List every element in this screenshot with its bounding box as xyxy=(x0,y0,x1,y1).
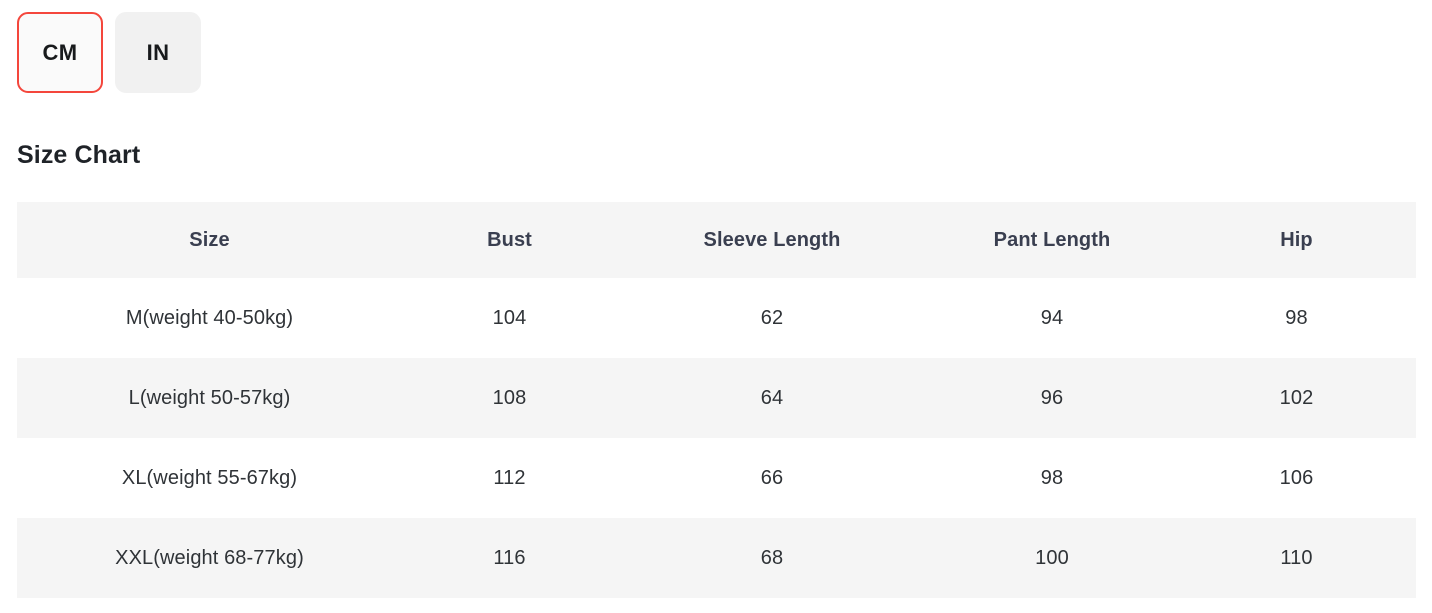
table-header: Size Bust Sleeve Length Pant Length Hip xyxy=(17,202,1416,278)
size-chart-table-wrapper: Size Bust Sleeve Length Pant Length Hip … xyxy=(17,202,1416,598)
cell-bust: 108 xyxy=(492,386,527,409)
cell-hip: 110 xyxy=(1280,546,1313,569)
column-header-bust: Bust xyxy=(487,228,532,251)
table-body: M(weight 40-50kg) 104 62 94 98 L(weight … xyxy=(17,278,1416,598)
cell-sleeve: 66 xyxy=(760,466,784,489)
cell-hip: 98 xyxy=(1285,306,1308,329)
cell-pant: 96 xyxy=(1040,386,1064,409)
table-header-row: Size Bust Sleeve Length Pant Length Hip xyxy=(17,202,1416,278)
cell-size: XXL(weight 68-77kg) xyxy=(115,546,304,569)
page-title: Size Chart xyxy=(17,141,141,169)
unit-toggle-in-label: IN xyxy=(146,39,170,65)
cell-hip: 106 xyxy=(1279,466,1314,489)
cell-size: XL(weight 55-67kg) xyxy=(121,466,298,489)
cell-pant: 94 xyxy=(1040,306,1064,329)
table-row: XXL(weight 68-77kg) 116 68 100 110 xyxy=(17,518,1416,598)
cell-size: M(weight 40-50kg) xyxy=(125,306,294,329)
table-row: XL(weight 55-67kg) 112 66 98 106 xyxy=(17,438,1416,518)
cell-sleeve: 64 xyxy=(760,386,784,409)
cell-hip: 102 xyxy=(1279,386,1314,409)
table-row: L(weight 50-57kg) 108 64 96 102 xyxy=(17,358,1416,438)
cell-size: L(weight 50-57kg) xyxy=(128,386,291,409)
unit-toggle-in[interactable]: IN xyxy=(115,12,201,93)
unit-toggle-cm-label: CM xyxy=(42,39,78,65)
cell-bust: 112 xyxy=(493,466,526,489)
cell-sleeve: 62 xyxy=(760,306,784,329)
cell-bust: 104 xyxy=(492,306,527,329)
cell-bust: 116 xyxy=(493,546,526,569)
size-chart-table: Size Bust Sleeve Length Pant Length Hip … xyxy=(17,202,1416,598)
unit-toggle-cm[interactable]: CM xyxy=(17,12,103,93)
column-header-pant-length: Pant Length xyxy=(993,228,1111,251)
column-header-sleeve-length: Sleeve Length xyxy=(703,228,841,251)
column-header-hip: Hip xyxy=(1280,228,1313,251)
unit-toggle-group: CM IN xyxy=(17,12,201,93)
column-header-size: Size xyxy=(189,228,230,251)
cell-sleeve: 68 xyxy=(760,546,784,569)
cell-pant: 100 xyxy=(1035,546,1069,569)
table-row: M(weight 40-50kg) 104 62 94 98 xyxy=(17,278,1416,358)
cell-pant: 98 xyxy=(1040,466,1064,489)
